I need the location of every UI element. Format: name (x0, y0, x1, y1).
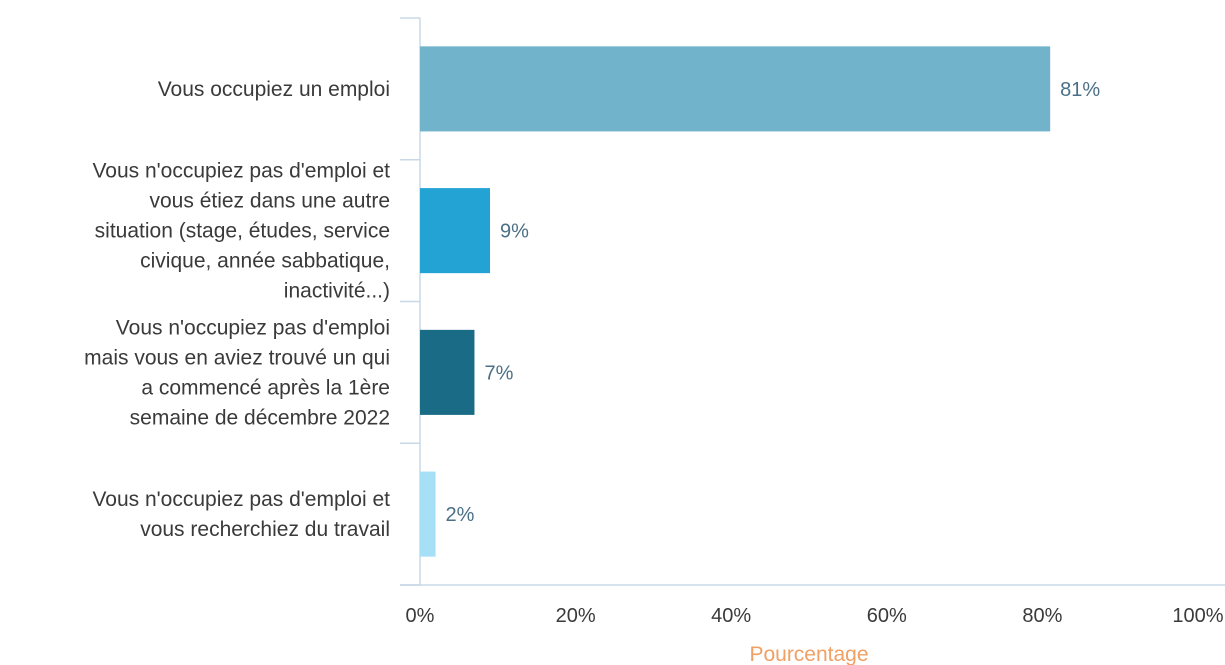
x-tick-label: 80% (1022, 605, 1062, 627)
category-label-line: inactivité...) (284, 280, 390, 303)
data-label: 9% (500, 221, 529, 243)
data-label: 7% (484, 362, 513, 384)
category-label-line: vous recherchiez du travail (140, 518, 390, 541)
data-label: 2% (446, 504, 475, 526)
category-axis (400, 17, 421, 586)
x-tick-label: 60% (867, 605, 907, 627)
category-label-line: vous étiez dans une autre (150, 190, 391, 213)
bar (420, 329, 475, 415)
category-label: Vous n'occupiez pas d'emploi et vous étie… (92, 160, 390, 303)
value-axis: 0% 20% 40% 60% 80% 100% (400, 584, 1225, 627)
category-label: Vous occupiez un emploi (158, 78, 390, 101)
data-label: 81% (1060, 79, 1100, 101)
x-tick-label: 0% (406, 605, 435, 627)
bar (420, 471, 436, 557)
category-label-line: Vous n'occupiez pas d'emploi et (92, 160, 390, 183)
category-label-line: Vous n'occupiez pas d'emploi et (92, 488, 390, 511)
category-label-line: a commencé après la 1ère (141, 376, 390, 399)
category-label-line: situation (stage, études, service (95, 220, 390, 243)
category-label-line: civique, année sabbatique, (140, 250, 390, 273)
x-tick-label: 20% (556, 605, 596, 627)
category-label-line: mais vous en aviez trouvé un qui (84, 346, 390, 369)
bars-group (420, 46, 1051, 557)
category-label-line: Vous occupiez un emploi (158, 78, 390, 101)
x-tick-label: 40% (711, 605, 751, 627)
bar (420, 188, 491, 274)
bar (420, 46, 1051, 132)
category-label-line: Vous n'occupiez pas d'emploi (116, 316, 390, 339)
x-axis-title: Pourcentage (749, 643, 868, 665)
data-labels-group: 81% 9% 7% 2% (446, 79, 1101, 526)
x-tick-label: 100% (1172, 605, 1223, 627)
category-label: Vous n'occupiez pas d'emploi et vous rech… (92, 488, 390, 541)
category-label-line: semaine de décembre 2022 (130, 406, 390, 429)
category-label: Vous n'occupiez pas d'emploi mais vous en… (84, 316, 390, 429)
category-labels-group: Vous occupiez un emploi Vous n'occupiez p… (84, 78, 390, 541)
